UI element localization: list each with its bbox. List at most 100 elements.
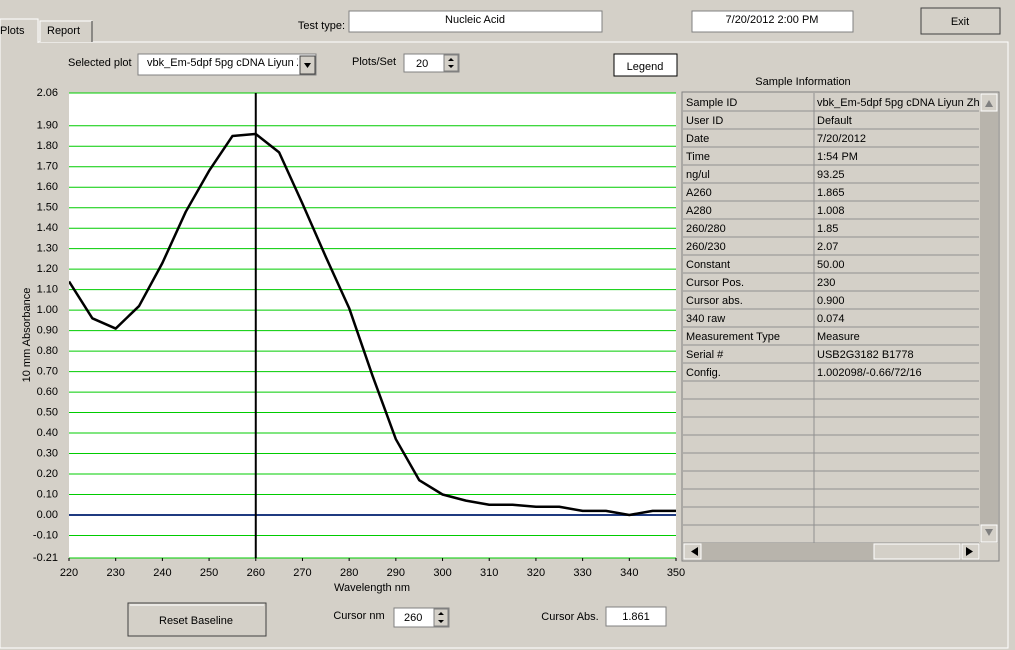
row-value: Measure <box>817 331 860 343</box>
spectrum-line <box>69 132 676 517</box>
y-axis-title: 10 mm Absorbance <box>21 288 33 383</box>
row-label: A280 <box>686 205 712 217</box>
cursor-abs-label: Cursor Abs. <box>541 611 598 623</box>
y-tick-label: 0.90 <box>37 325 58 337</box>
y-tick-label: 1.20 <box>37 263 58 275</box>
y-tick-label: 0.60 <box>37 386 58 398</box>
x-tick-label: 330 <box>573 567 591 579</box>
plot-area <box>69 93 676 558</box>
row-label: 260/280 <box>686 223 726 235</box>
plots-per-set-label: Plots/Set <box>352 56 396 68</box>
plot: -0.21 -0.10 0.00 0.10 0.20 0.30 0.40 0.50 0.60 0.… <box>33 87 685 579</box>
tab-plots[interactable]: Plots <box>0 18 39 43</box>
row-label: Cursor abs. <box>686 295 743 307</box>
reset-baseline-button[interactable]: Reset Baseline <box>127 602 267 637</box>
x-tick-label: 260 <box>247 567 265 579</box>
x-tick-label: 300 <box>433 567 451 579</box>
row-value: 1.002098/-0.66/72/16 <box>817 367 922 379</box>
cursor-nm-value: 260 <box>404 612 422 624</box>
row-value: 93.25 <box>817 169 845 181</box>
y-tick-label: 0.80 <box>37 345 58 357</box>
legend-label: Legend <box>627 61 664 73</box>
selected-plot-label: Selected plot <box>68 57 132 69</box>
row-label: Cursor Pos. <box>686 277 744 289</box>
y-tick-label: 2.06 <box>37 87 58 99</box>
y-tick-label: 0.00 <box>37 509 58 521</box>
y-tick-label: 1.40 <box>37 222 58 234</box>
row-label: Date <box>686 133 709 145</box>
x-tick-label: 310 <box>480 567 498 579</box>
row-value: 0.074 <box>817 313 845 325</box>
x-tick-label: 290 <box>387 567 405 579</box>
y-tick-label: 1.30 <box>37 243 58 255</box>
x-tick-label: 320 <box>527 567 545 579</box>
y-tick-label: 0.50 <box>37 406 58 418</box>
x-axis-title: Wavelength nm <box>334 582 410 594</box>
x-tick-label: 220 <box>60 567 78 579</box>
row-label: Constant <box>686 259 730 271</box>
cursor-abs-value: 1.861 <box>622 611 650 623</box>
row-label: Serial # <box>686 349 724 361</box>
sample-info-title: Sample Information <box>755 76 850 88</box>
y-tick-label: -0.10 <box>33 529 58 541</box>
row-label: Config. <box>686 367 721 379</box>
row-value: 230 <box>817 277 835 289</box>
row-label: ng/ul <box>686 169 710 181</box>
x-tick-label: 350 <box>667 567 685 579</box>
exit-button[interactable]: Exit <box>920 7 1001 35</box>
plots-per-set-spinner[interactable]: 20 <box>403 53 460 73</box>
row-value: 1.865 <box>817 187 845 199</box>
tab-label: Plots <box>0 25 25 37</box>
cursor-nm-spinner[interactable]: 260 <box>393 607 450 628</box>
row-value: Default <box>817 115 852 127</box>
tab-label: Report <box>47 25 80 37</box>
cursor-abs-box <box>605 606 667 627</box>
row-label: A260 <box>686 187 712 199</box>
reset-baseline-label: Reset Baseline <box>159 615 233 627</box>
y-tick-label: 0.40 <box>37 427 58 439</box>
selected-plot-dropdown[interactable]: vbk_Em-5dpf 5pg cDNA Liyun Zhang <box>137 53 328 76</box>
plot-clip <box>69 93 676 558</box>
row-label: Sample ID <box>686 97 737 109</box>
x-tick-label: 230 <box>107 567 125 579</box>
row-label: Time <box>686 151 710 163</box>
y-tick-label: 0.70 <box>37 365 58 377</box>
selected-plot-value: vbk_Em-5dpf 5pg cDNA Liyun Zhang <box>147 57 328 69</box>
x-tick-label: 270 <box>293 567 311 579</box>
row-label: 340 raw <box>686 313 725 325</box>
y-tick-label: 1.60 <box>37 181 58 193</box>
plots-per-set-value: 20 <box>416 58 428 70</box>
row-label: 260/230 <box>686 241 726 253</box>
tab-report[interactable]: Report <box>39 20 93 42</box>
sample-info-rows: Sample ID vbk_Em-5dpf 5pg cDNA Liyun Zhan… <box>683 93 998 543</box>
y-tick-label: 0.10 <box>37 488 58 500</box>
y-tick-label: 1.00 <box>37 304 58 316</box>
y-tick-label: 0.20 <box>37 468 58 480</box>
horizontal-scrollbar[interactable] <box>683 543 980 560</box>
test-type-box <box>348 10 603 33</box>
row-value: 1.008 <box>817 205 845 217</box>
y-tick-label: 1.70 <box>37 161 58 173</box>
cursor-nm-label: Cursor nm <box>333 610 384 622</box>
row-value: 1:54 PM <box>817 151 858 163</box>
test-type-label: Test type: <box>298 20 345 32</box>
row-label: User ID <box>686 115 723 127</box>
y-tick-label: 1.90 <box>37 120 58 132</box>
datetime: 7/20/2012 2:00 PM <box>726 14 819 26</box>
x-tick-label: 240 <box>153 567 171 579</box>
y-tick-label: 1.80 <box>37 140 58 152</box>
row-value: 2.07 <box>817 241 838 253</box>
y-tick-label: -0.21 <box>33 552 58 564</box>
y-tick-label: 1.50 <box>37 202 58 214</box>
vertical-scrollbar[interactable] <box>980 93 998 543</box>
row-value: 50.00 <box>817 259 845 271</box>
x-tick-label: 340 <box>620 567 638 579</box>
row-value: vbk_Em-5dpf 5pg cDNA Liyun Zhang <box>817 97 998 109</box>
legend-button[interactable]: Legend <box>613 53 678 77</box>
exit-label: Exit <box>951 16 969 28</box>
test-type-value: Nucleic Acid <box>445 14 505 26</box>
y-tick-label: 1.10 <box>37 284 58 296</box>
y-tick-label: 0.30 <box>37 447 58 459</box>
